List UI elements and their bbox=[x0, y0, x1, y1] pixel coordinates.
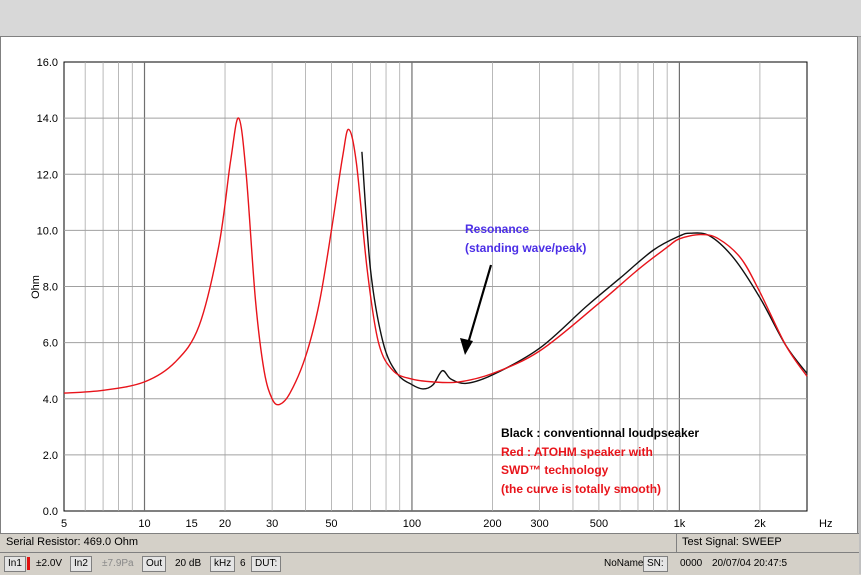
x-tick-label: 5 bbox=[61, 518, 67, 530]
in1-button[interactable]: In1 bbox=[4, 556, 26, 572]
resonance-arrow-head bbox=[460, 338, 473, 355]
y-tick-label: 0.0 bbox=[43, 506, 58, 518]
title-bar bbox=[0, 0, 861, 37]
x-tick-label: 10 bbox=[138, 518, 150, 530]
date-time: 20/07/04 20:47:5 bbox=[712, 558, 788, 569]
x-tick-label: 100 bbox=[403, 518, 421, 530]
annotations: Resonance (standing wave/peak) Black : c… bbox=[460, 222, 699, 496]
x-tick-label: 30 bbox=[266, 518, 278, 530]
x-tick-label: 2k bbox=[754, 518, 766, 530]
resonance-arrow bbox=[465, 264, 493, 348]
x-tick-label: 15 bbox=[185, 518, 197, 530]
out-button[interactable]: Out bbox=[142, 556, 167, 572]
grid bbox=[63, 61, 808, 512]
legend-black: Black : conventionnal loudpseaker bbox=[501, 426, 699, 440]
axis-labels: 0.0 2.0 4.0 6.0 8.0 10.0 12.0 14.0 16.0 5 10 15 20 30… bbox=[37, 57, 767, 530]
serial-number: 0000 bbox=[680, 558, 703, 569]
sn-button[interactable]: SN: bbox=[643, 556, 668, 572]
in2-button[interactable]: In2 bbox=[70, 556, 92, 572]
y-tick-label: 2.0 bbox=[43, 450, 58, 462]
test-signal: Test Signal: SWEEP bbox=[682, 536, 782, 548]
x-tick-label: 20 bbox=[219, 518, 231, 530]
x-tick-label: 1k bbox=[674, 518, 686, 530]
legend-red-line3: (the curve is totally smooth) bbox=[501, 482, 661, 496]
y-tick-label: 4.0 bbox=[43, 394, 58, 406]
khz-value: 6 bbox=[240, 558, 246, 569]
x-tick-label: 200 bbox=[483, 518, 501, 530]
impedance-chart: 0.0 2.0 4.0 6.0 8.0 10.0 12.0 14.0 16.0 5 10 15 20 30… bbox=[30, 57, 832, 530]
y-tick-label: 16.0 bbox=[37, 57, 58, 69]
output-level: 20 dB bbox=[175, 558, 202, 569]
dut-name: NoName bbox=[604, 558, 644, 569]
resonance-label-line2: (standing wave/peak) bbox=[465, 241, 586, 255]
series-line-red bbox=[63, 117, 808, 406]
y-tick-label: 14.0 bbox=[37, 113, 58, 125]
y-tick-label: 10.0 bbox=[37, 225, 58, 237]
in2-range: ±7.9Pa bbox=[102, 558, 134, 569]
x-tick-label: 50 bbox=[325, 518, 337, 530]
y-tick-label: 8.0 bbox=[43, 282, 58, 294]
legend-red-line2: SWD™ technology bbox=[501, 463, 609, 477]
x-tick-label: 300 bbox=[530, 518, 548, 530]
status-bar-bottom: In1 ±2.0V In2 ±7.9Pa Out 20 dB kHz 6 DUT… bbox=[0, 552, 859, 575]
khz-button[interactable]: kHz bbox=[210, 556, 236, 572]
in1-level-indicator bbox=[27, 557, 30, 570]
plot-panel: 0.0 2.0 4.0 6.0 8.0 10.0 12.0 14.0 16.0 5 10 15 20 30… bbox=[0, 36, 858, 534]
curves bbox=[63, 117, 808, 406]
in1-range: ±2.0V bbox=[36, 558, 63, 569]
x-unit-label: Hz bbox=[819, 518, 832, 530]
y-tick-label: 12.0 bbox=[37, 169, 58, 181]
dut-button[interactable]: DUT: bbox=[251, 556, 282, 572]
legend-red-line1: Red : ATOHM speaker with bbox=[501, 445, 653, 459]
serial-resistor: Serial Resistor: 469.0 Ohm bbox=[6, 536, 139, 548]
y-tick-label: 6.0 bbox=[43, 338, 58, 350]
resonance-label-line1: Resonance bbox=[465, 222, 529, 236]
status-separator bbox=[676, 534, 677, 552]
x-tick-label: 500 bbox=[590, 518, 608, 530]
y-axis-title: Ohm bbox=[30, 275, 42, 299]
status-bar-top: Serial Resistor: 469.0 Ohm Test Signal: … bbox=[0, 533, 859, 552]
